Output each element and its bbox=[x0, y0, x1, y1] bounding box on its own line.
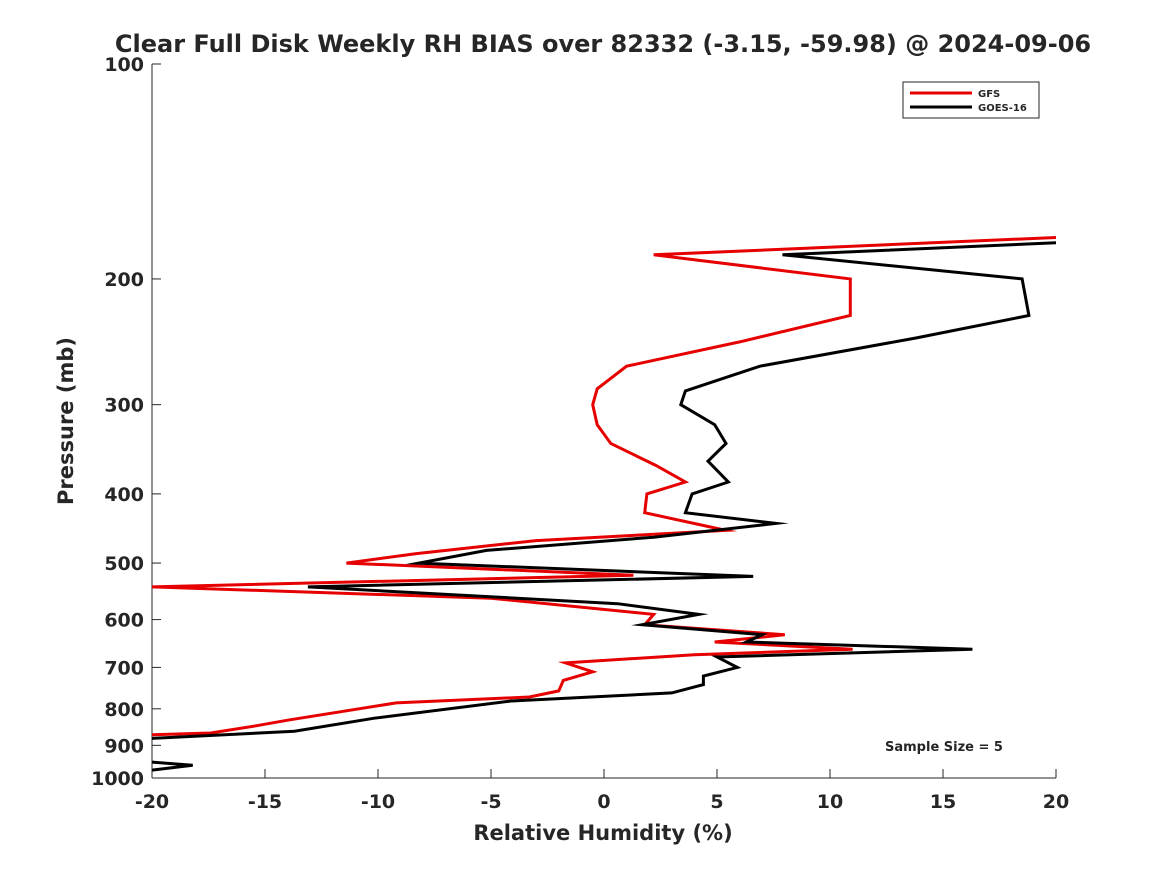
x-tick-label: -20 bbox=[135, 791, 169, 813]
x-tick-label: 5 bbox=[710, 791, 723, 813]
y-tick-label: 200 bbox=[104, 269, 144, 291]
x-tick-label: 15 bbox=[930, 791, 956, 813]
chart-title: Clear Full Disk Weekly RH BIAS over 8233… bbox=[115, 30, 1091, 58]
x-tick-label: 0 bbox=[597, 791, 610, 813]
legend-box bbox=[902, 81, 1040, 119]
y-tick-label: 900 bbox=[104, 735, 144, 757]
y-tick-label: 300 bbox=[104, 395, 144, 417]
y-tick-label: 700 bbox=[104, 657, 144, 679]
series-line-goes-16 bbox=[151, 241, 1057, 740]
sample-size-annotation: Sample Size = 5 bbox=[885, 740, 1003, 755]
x-tick-label: -5 bbox=[480, 791, 501, 813]
y-tick-label: 100 bbox=[104, 54, 144, 76]
plot-area: -20 -15 -10 -5 0 5 10 15 20 100 200 300 400 500 600 700… bbox=[91, 54, 1069, 813]
x-tick-label: -10 bbox=[361, 791, 395, 813]
series-line-gfs bbox=[151, 236, 1057, 737]
y-tick-label: 400 bbox=[104, 484, 144, 506]
y-axis-label: Pressure (mb) bbox=[54, 337, 78, 505]
x-axis-label: Relative Humidity (%) bbox=[473, 821, 732, 845]
x-tick-label: 10 bbox=[817, 791, 843, 813]
x-tick-label: -15 bbox=[248, 791, 282, 813]
y-tick-label: 1000 bbox=[91, 768, 144, 790]
legend: GFS GOES-16 bbox=[902, 81, 1040, 119]
y-tick-label: 500 bbox=[104, 553, 144, 575]
y-tick-label: 600 bbox=[104, 610, 144, 632]
series-line-goes-16-low bbox=[151, 760, 193, 772]
legend-label: GFS bbox=[978, 89, 1000, 100]
x-tick-label: 20 bbox=[1043, 791, 1069, 813]
y-tick-label: 800 bbox=[104, 699, 144, 721]
legend-label: GOES-16 bbox=[978, 103, 1027, 114]
